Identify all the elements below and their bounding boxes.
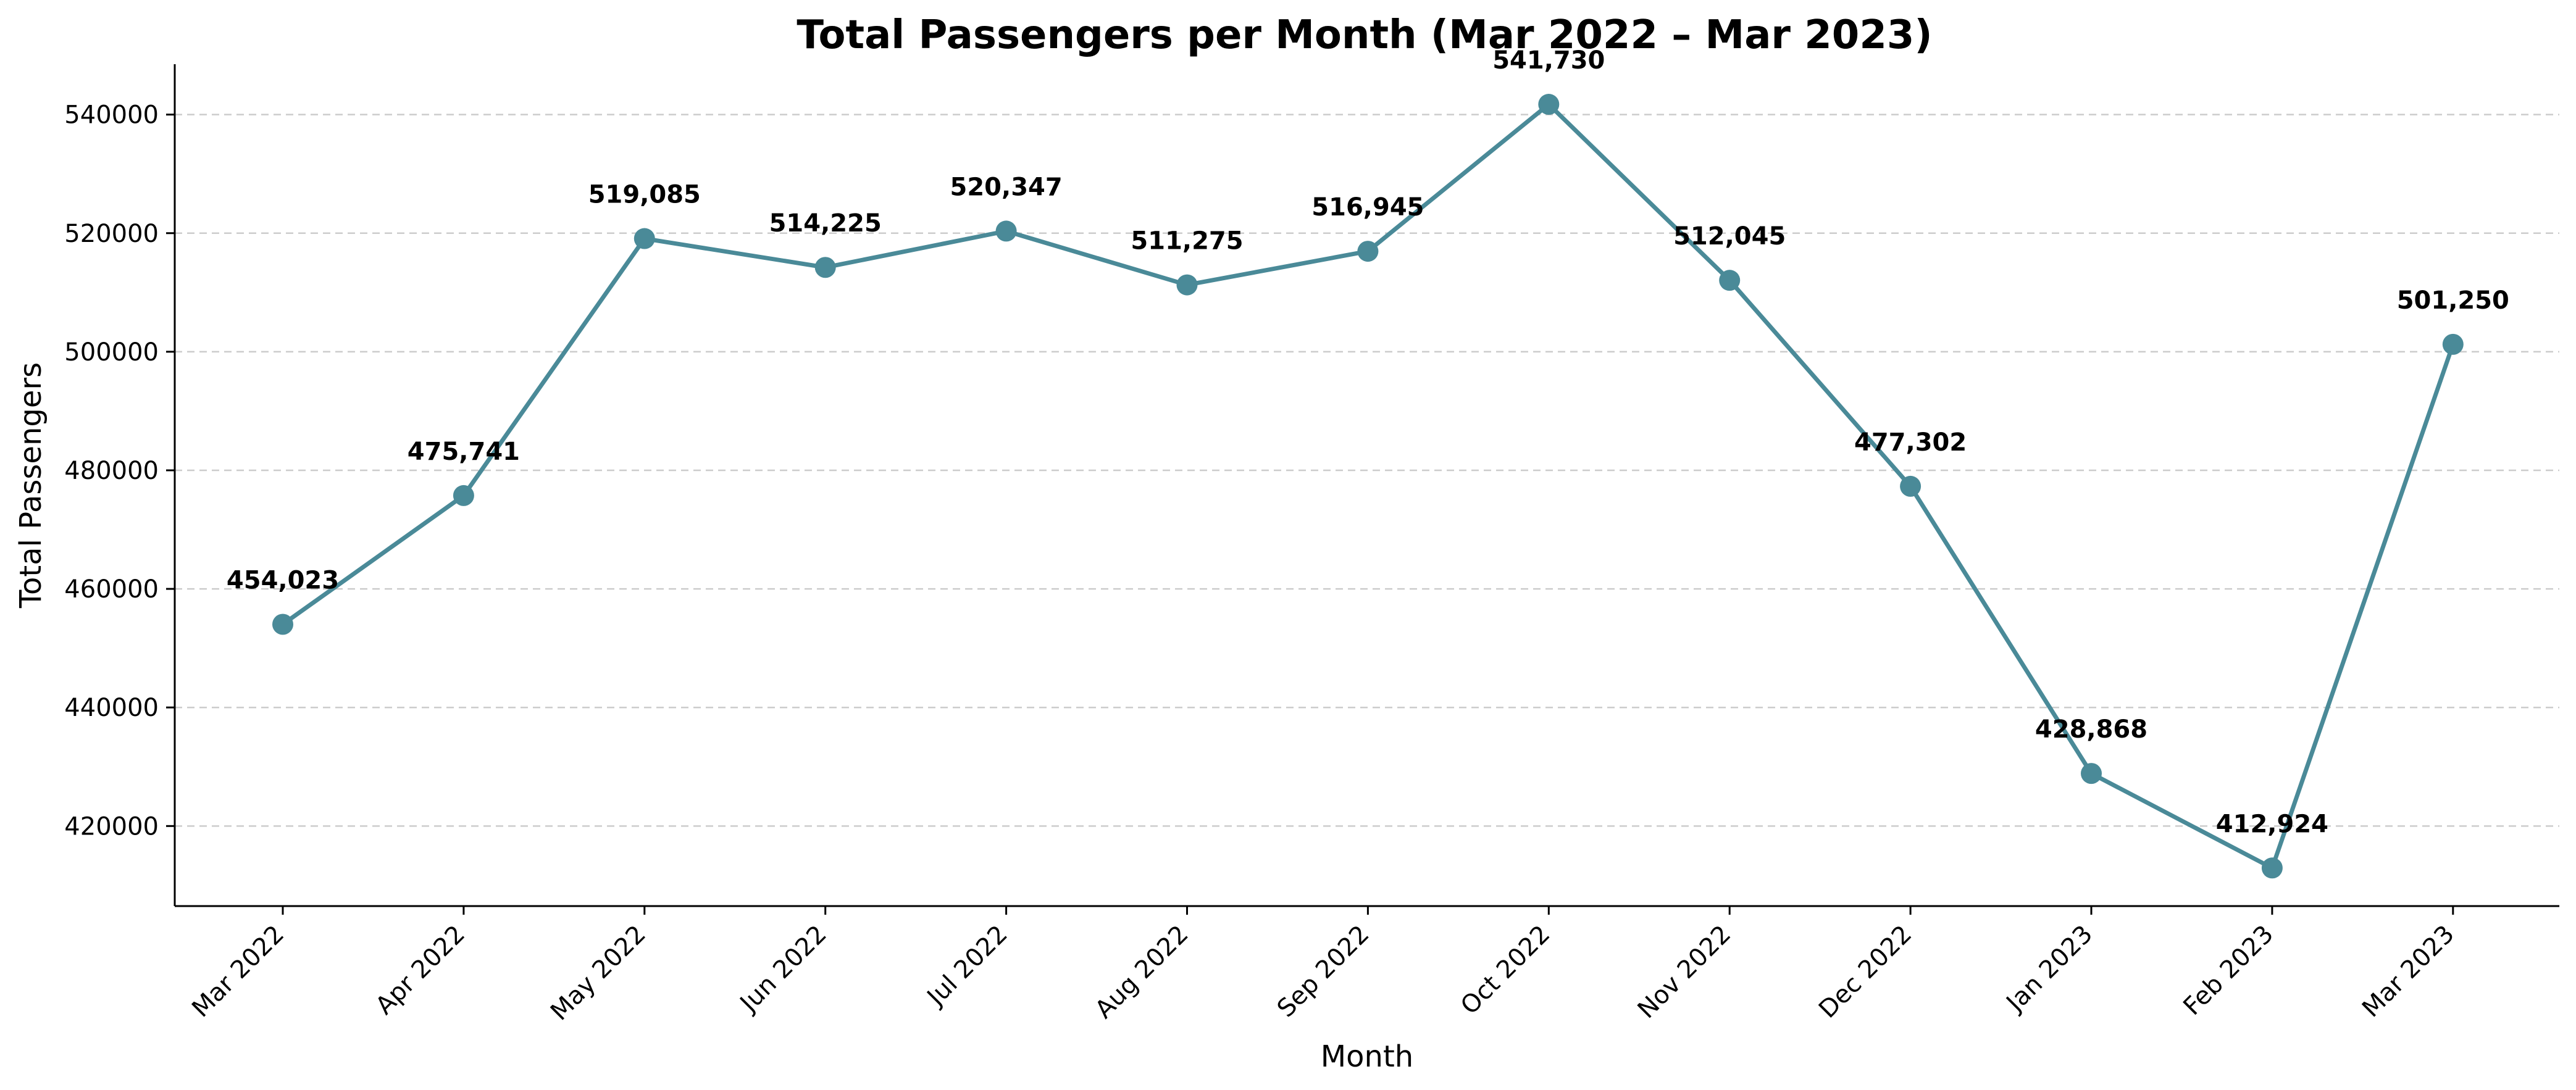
y-ticks: 420000 440000 460000 480000 500000 520000 5400… xyxy=(64,101,175,841)
data-label: 511,275 xyxy=(1131,227,1243,256)
data-label: 541,730 xyxy=(1492,46,1605,75)
x-tick-label: Oct 2022 xyxy=(1455,920,1555,1020)
axes xyxy=(174,64,2559,907)
data-label: 454,023 xyxy=(227,567,339,595)
data-point xyxy=(1538,94,1560,115)
data-labels: 454,023 475,741 519,085 514,225 520,347 511,2… xyxy=(227,46,2509,838)
y-tick-label: 440000 xyxy=(64,694,159,722)
data-point xyxy=(634,228,655,249)
data-label: 519,085 xyxy=(588,181,701,209)
data-point xyxy=(2081,763,2102,784)
y-tick-label: 460000 xyxy=(64,575,159,604)
y-tick-label: 480000 xyxy=(64,457,159,485)
data-point xyxy=(1900,475,1922,497)
y-axis-label: Total Passengers xyxy=(14,362,48,609)
data-point xyxy=(814,257,836,278)
data-label: 520,347 xyxy=(950,173,1063,201)
data-label: 412,924 xyxy=(2216,810,2328,838)
data-label: 512,045 xyxy=(1673,222,1786,251)
x-tick-label: Jun 2022 xyxy=(734,920,832,1018)
data-point xyxy=(2261,857,2283,879)
x-tick-label: Jan 2023 xyxy=(2000,920,2098,1018)
series xyxy=(272,94,2464,879)
data-point xyxy=(2442,333,2464,355)
x-tick-label: Feb 2023 xyxy=(2178,920,2279,1021)
data-point xyxy=(995,220,1017,242)
x-tick-label: Nov 2022 xyxy=(1633,920,1737,1024)
x-ticks: Mar 2022 Apr 2022 May 2022 Jun 2022 Jul 2022… xyxy=(186,906,2460,1026)
y-tick-label: 520000 xyxy=(64,220,159,248)
data-label: 477,302 xyxy=(1854,428,1967,457)
data-point xyxy=(453,485,474,506)
x-tick-label: Mar 2022 xyxy=(186,920,290,1023)
x-tick-label: Aug 2022 xyxy=(1090,920,1194,1024)
data-point xyxy=(1357,241,1379,262)
x-tick-label: Sep 2022 xyxy=(1272,920,1375,1023)
x-tick-label: Jul 2022 xyxy=(921,920,1013,1012)
data-label: 475,741 xyxy=(408,438,520,466)
y-tick-label: 500000 xyxy=(64,338,159,367)
y-tick-label: 420000 xyxy=(64,812,159,841)
data-label: 428,868 xyxy=(2035,715,2147,744)
x-tick-label: Mar 2023 xyxy=(2357,920,2460,1023)
data-point xyxy=(1176,274,1198,296)
grid-lines xyxy=(175,114,2559,827)
chart-title: Total Passengers per Month (Mar 2022 – M… xyxy=(797,12,1932,58)
x-axis-label: Month xyxy=(1321,1039,1413,1074)
y-tick-label: 540000 xyxy=(64,101,159,130)
data-point xyxy=(1719,270,1741,291)
data-label: 514,225 xyxy=(769,209,882,238)
data-label: 516,945 xyxy=(1311,193,1424,222)
data-point xyxy=(272,614,293,635)
data-label: 501,250 xyxy=(2397,286,2509,315)
x-tick-label: May 2022 xyxy=(545,920,651,1026)
x-tick-label: Apr 2022 xyxy=(370,920,470,1020)
x-tick-label: Dec 2022 xyxy=(1813,920,1917,1023)
